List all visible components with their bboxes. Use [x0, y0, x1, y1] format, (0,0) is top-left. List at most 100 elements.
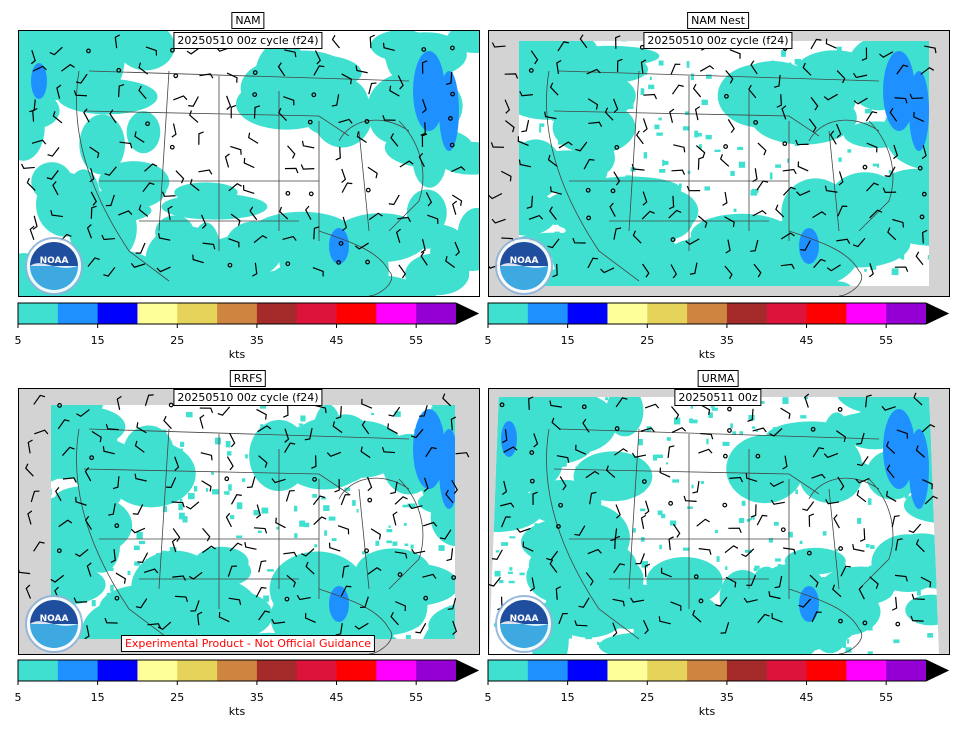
- svg-text:NOAA: NOAA: [40, 614, 69, 624]
- wind-barb: [615, 504, 621, 519]
- calm-wind-circle: [338, 241, 344, 246]
- wind-barb: [287, 145, 296, 159]
- colorbar-tick-label: 25: [170, 334, 185, 347]
- wind-barb: [913, 111, 925, 122]
- calm-wind-circle: [723, 144, 729, 149]
- noaa-logo: NOAA: [25, 237, 83, 295]
- wind-barb: [692, 609, 702, 623]
- wind-barb: [397, 75, 404, 90]
- wind-barb: [271, 618, 286, 625]
- calm-wind-circle: [810, 426, 816, 432]
- colorbar-unit-label: kts: [228, 348, 246, 361]
- panel-cycle: 20250510 00z cycle (f24): [173, 389, 323, 406]
- wind-barb: [835, 123, 842, 139]
- wind-barb: [451, 479, 459, 495]
- wind-barb: [748, 84, 757, 99]
- wind-field-nam-nest: [489, 31, 949, 296]
- wind-barb: [866, 182, 879, 192]
- wind-barb: [855, 477, 870, 484]
- wind-barb: [75, 496, 87, 506]
- wind-barb: [516, 527, 531, 533]
- wind-barb: [670, 264, 678, 279]
- wind-barb: [724, 216, 735, 228]
- wind-barb: [836, 70, 846, 84]
- colorbar-bin: [217, 660, 258, 681]
- colorbar: 5 15 25 35 45 55 kts: [15, 302, 480, 361]
- wind-barb: [780, 232, 795, 240]
- wind-barb: [394, 496, 408, 505]
- wind-barb: [105, 194, 115, 207]
- wind-barb: [725, 70, 734, 84]
- wind-barb: [249, 206, 258, 221]
- wind-barb: [556, 59, 562, 74]
- wind-barb: [609, 202, 616, 217]
- wind-barb: [812, 447, 825, 458]
- wind-barb: [390, 611, 399, 626]
- calm-wind-circle: [57, 402, 62, 408]
- wind-barb: [641, 210, 655, 220]
- wind-barb: [382, 115, 396, 121]
- colorbar-over-arrow: [456, 660, 478, 681]
- wind-barb: [529, 577, 535, 592]
- wind-barb: [746, 574, 757, 586]
- wind-barb: [230, 145, 242, 155]
- wind-barb: [673, 144, 686, 153]
- wind-barb: [451, 194, 463, 206]
- wind-barb: [700, 432, 714, 440]
- wind-barb: [491, 218, 506, 224]
- wind-barb: [587, 548, 602, 555]
- wind-barb: [489, 576, 501, 587]
- colorbar-tick-label: 45: [799, 334, 814, 347]
- wind-barb: [504, 120, 515, 133]
- colorbar-bin: [97, 303, 138, 324]
- wind-barb: [190, 600, 200, 612]
- wind-barb: [612, 598, 625, 607]
- colorbar-bin: [527, 660, 569, 681]
- wind-barb: [583, 158, 595, 170]
- colorbar-tick-label: 15: [90, 691, 105, 704]
- wind-barb: [911, 593, 925, 600]
- colorbar-graphic: [17, 302, 480, 328]
- wind-barb: [408, 504, 423, 510]
- calm-wind-circle: [610, 188, 616, 194]
- wind-barb: [921, 144, 927, 160]
- wind-barb: [519, 91, 534, 97]
- wind-barb: [21, 163, 35, 170]
- wind-barb: [694, 106, 701, 121]
- colorbar-bin: [376, 303, 417, 324]
- colorbar-graphic: [487, 659, 950, 685]
- wind-barb: [891, 515, 900, 528]
- calm-wind-circle: [89, 455, 95, 461]
- wind-barb: [671, 406, 680, 420]
- wind-barb: [658, 616, 671, 625]
- wind-barb: [757, 142, 767, 156]
- wind-barb: [114, 34, 120, 49]
- wind-barb: [613, 98, 619, 113]
- wind-barb: [587, 257, 599, 269]
- wind-barb: [489, 192, 503, 200]
- wind-speed-shading: [19, 31, 479, 296]
- wind-barb: [202, 242, 216, 250]
- colorbar-bin: [217, 303, 258, 324]
- experimental-disclaimer: Experimental Product - Not Official Guid…: [120, 635, 376, 652]
- wind-barb: [632, 230, 642, 244]
- colorbar-bin: [726, 303, 768, 324]
- calm-wind-circle: [307, 119, 313, 125]
- wind-barb: [745, 473, 758, 483]
- calm-wind-circle: [641, 479, 647, 484]
- colorbar-bin: [886, 660, 927, 681]
- wind-barb: [668, 536, 674, 551]
- wind-barb: [394, 551, 408, 559]
- wind-barb: [90, 205, 97, 219]
- wind-barb: [502, 429, 508, 444]
- calm-wind-circle: [284, 596, 290, 602]
- wind-barb: [642, 118, 648, 133]
- colorbar-bin: [336, 303, 377, 324]
- calm-wind-circle: [170, 47, 175, 53]
- calm-wind-circle: [614, 145, 620, 150]
- wind-barb: [743, 597, 758, 603]
- wind-barb: [522, 541, 534, 552]
- calm-wind-circle: [116, 67, 122, 73]
- wind-barb: [388, 194, 400, 206]
- wind-barb: [782, 455, 788, 470]
